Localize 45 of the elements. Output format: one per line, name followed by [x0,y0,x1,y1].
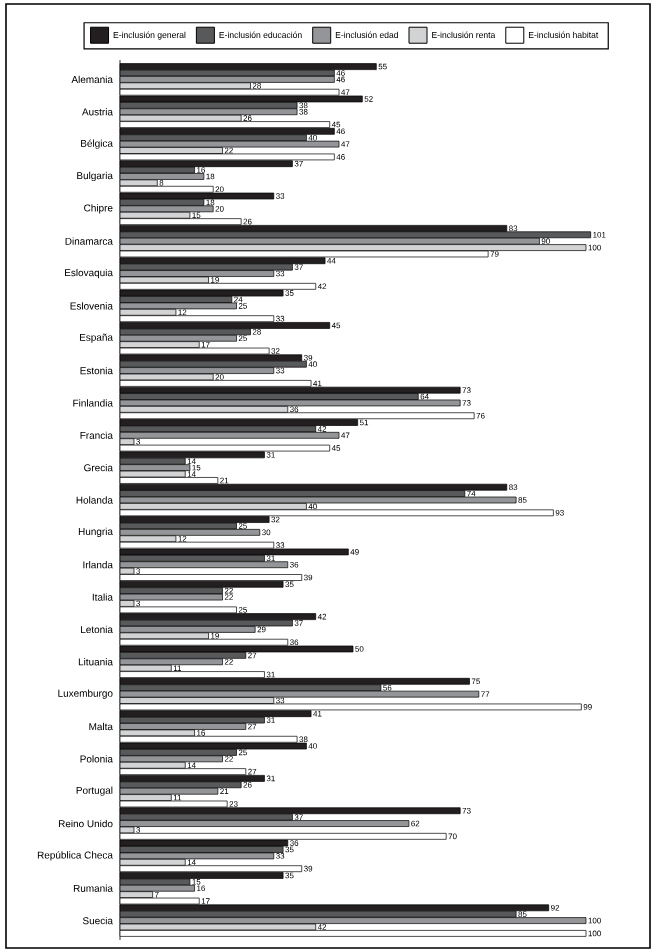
bar [119,121,331,128]
bar [119,282,317,290]
bar [119,76,335,83]
bar [119,742,307,750]
bar [119,593,223,601]
bar [119,464,191,471]
bar [119,95,363,103]
bar [119,677,470,685]
bar [119,561,289,569]
bar [119,354,303,362]
bar [119,399,461,407]
bar [119,645,354,653]
bar [119,917,587,924]
bar [119,322,331,329]
bar [119,108,298,116]
bar [119,904,550,912]
bar [119,205,214,213]
bar [119,360,307,368]
bar [119,140,340,148]
bar [119,173,205,180]
bar [119,192,275,200]
bar [119,496,517,504]
bar [119,574,303,581]
bar [119,127,335,135]
bar [119,807,461,815]
bar [119,775,265,782]
bar [119,548,349,556]
bar [119,483,508,491]
bar [119,302,237,310]
bar [119,884,195,892]
bar [119,509,554,517]
bar [119,244,587,251]
bar [119,412,475,420]
bar [119,231,592,239]
bar [119,529,261,536]
bar [119,703,582,711]
bar [119,153,335,161]
bar [119,820,410,827]
bar [119,690,480,698]
bar [119,865,303,873]
bar [119,386,461,394]
bar [119,846,284,853]
bar [119,431,340,439]
bar [119,444,331,452]
bar [119,832,447,840]
